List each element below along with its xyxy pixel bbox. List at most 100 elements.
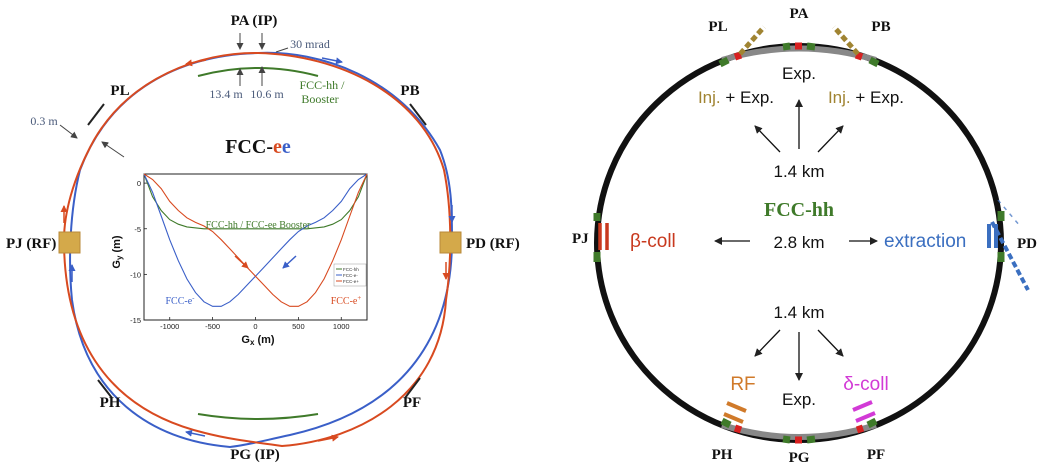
- label-inj-right-rest: + Exp.: [851, 88, 904, 107]
- segment-ph: [97, 379, 113, 399]
- mrad-tick: [275, 47, 289, 53]
- inset-xlabel-main: G: [241, 334, 250, 346]
- marker-bot-green4: [866, 417, 878, 429]
- inset-chart: -1000 -500 0 500 1000 0 -5 -10 -15 FCC-hh / FCC-…: [108, 166, 374, 347]
- inset-ytick-label: -15: [130, 316, 141, 325]
- inset-lines: [143, 173, 368, 307]
- offset-arrow-1: [59, 124, 78, 139]
- label-inj-left: Inj. + Exp.: [698, 88, 774, 107]
- label-pf: PF: [403, 395, 421, 411]
- rf-bar-1: [726, 401, 747, 413]
- label-km-mid: 2.8 km: [773, 233, 824, 252]
- marker-top-green1: [718, 56, 730, 68]
- label-d2: 10.6 m: [250, 87, 284, 101]
- inset-xtick-label: 1000: [333, 322, 350, 331]
- label-r-pf: PF: [867, 447, 885, 463]
- hh-arc-top: [197, 67, 319, 77]
- label-extraction: extraction: [884, 231, 966, 252]
- inset-ylabel: Gy (m): [111, 235, 124, 269]
- title-fcc-hh: FCC-hh: [764, 199, 834, 221]
- fcc-hh-diagram: PA PL PB Exp. Inj. + Exp. Inj. + Exp. 1.…: [572, 6, 1037, 463]
- label-r-ph: PH: [712, 447, 733, 463]
- marker-top-green2: [782, 42, 791, 51]
- arrow-down-right: [817, 329, 844, 357]
- label-inj-right: Inj. + Exp.: [828, 88, 904, 107]
- marker-bot-red3: [855, 424, 865, 434]
- rf-block-left: [58, 231, 81, 254]
- dcoll-bar-1: [852, 400, 873, 412]
- marker-top-green4: [868, 56, 880, 68]
- eplus-ring: [62, 51, 452, 448]
- inset-xtick-label: 500: [292, 322, 305, 331]
- inset-legend-ep: FCC-e+: [343, 279, 359, 284]
- inset-ylabel-sub: y: [115, 255, 124, 260]
- extraction-line-faint: [997, 199, 1021, 227]
- arrow-blue-top: [321, 57, 343, 65]
- inset-em-annotation: FCC-e-: [165, 294, 195, 307]
- inset-xlabel: Gx (m): [241, 334, 275, 347]
- title-fcc-ee-e1: e: [273, 136, 282, 158]
- hh-arc-bottom: [197, 413, 319, 420]
- title-fcc-ee-main: FCC-: [225, 136, 273, 158]
- label-mrad: 30 mrad: [290, 37, 330, 51]
- fcc-ee-diagram: PA (IP) 30 mrad PL PB 13.4 m 10.6 m FCC-…: [6, 13, 520, 463]
- inset-arrow-red: [234, 255, 249, 269]
- inset-xlabel-unit: (m): [254, 334, 275, 346]
- marker-top-red1: [733, 51, 743, 61]
- arrow-red-top: [185, 59, 207, 67]
- label-exp-bottom: Exp.: [782, 390, 816, 409]
- extraction-line: [990, 221, 1030, 291]
- marker-bot-green3: [806, 435, 816, 444]
- marker-bot-green1: [720, 417, 732, 429]
- inset-xtick-label: -1000: [160, 322, 179, 331]
- inset-xtick-label: 0: [253, 322, 257, 331]
- label-r-pj: PJ: [572, 231, 589, 247]
- marker-bot-green2: [782, 435, 791, 444]
- inset-ylabel-main: G: [111, 260, 123, 269]
- inset-ytick-label: -10: [130, 270, 141, 279]
- label-pl: PL: [110, 83, 129, 99]
- arrow-down-left: [754, 329, 781, 357]
- label-pj: PJ (RF): [6, 236, 56, 252]
- arrow-red-bottom: [317, 434, 339, 442]
- rf-block-right: [439, 231, 462, 254]
- inset-em-sup: -: [192, 294, 195, 302]
- inset-ytick-label: -5: [134, 225, 141, 234]
- inset-em-text: FCC-e: [165, 296, 192, 307]
- arrow-up-left: [754, 125, 781, 153]
- label-ph: PH: [100, 395, 121, 411]
- dcoll-bar-2: [855, 411, 876, 423]
- inset-arrow-blue: [282, 255, 297, 269]
- inset-ylabel-unit: (m): [111, 235, 123, 256]
- label-bcoll: β-coll: [630, 231, 676, 252]
- label-d1: 13.4 m: [209, 87, 243, 101]
- marker-bot-red1: [733, 424, 743, 434]
- label-inj-left-rest: + Exp.: [721, 88, 774, 107]
- marker-top-green3: [806, 42, 816, 51]
- arrow-up-right: [817, 125, 844, 153]
- inset-xlabel-sub: x: [250, 338, 255, 347]
- label-pa: PA (IP): [231, 13, 278, 29]
- label-pd: PD (RF): [466, 236, 520, 252]
- injection-line-pb: [832, 25, 860, 56]
- segment-pb: [409, 103, 427, 126]
- injection-line-pl: [738, 25, 766, 56]
- inset-hh-annotation: FCC-hh / FCC-ee Booster: [206, 220, 311, 231]
- label-inj-right-word: Inj.: [828, 88, 851, 107]
- title-fcc-ee-e2: e: [282, 136, 291, 158]
- offset-arrow-2: [101, 141, 125, 158]
- label-r-pg: PG: [789, 450, 810, 463]
- inset-legend-hh: FCC-hh: [343, 267, 359, 272]
- series-line-fcc-hh: [143, 173, 368, 230]
- label-km-top: 1.4 km: [773, 162, 824, 181]
- label-r-pb: PB: [871, 19, 890, 35]
- label-rf: RF: [730, 374, 755, 395]
- inset-ep-sup: +: [357, 294, 361, 302]
- inset-ticks: -1000 -500 0 500 1000 0 -5 -10 -15: [130, 179, 349, 331]
- inset-ytick-label: 0: [137, 179, 141, 188]
- inset-xtick-label: -500: [205, 322, 220, 331]
- arrow-blue-bottom: [185, 429, 206, 437]
- label-offset: 0.3 m: [30, 114, 58, 128]
- label-pb: PB: [400, 83, 419, 99]
